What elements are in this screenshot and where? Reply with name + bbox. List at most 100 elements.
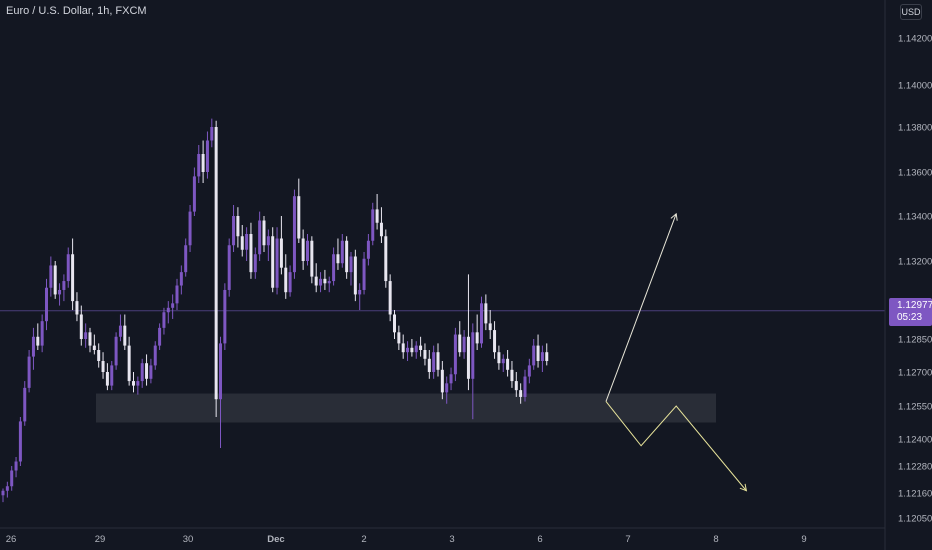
candle[interactable] <box>323 269 327 290</box>
candle[interactable] <box>345 236 349 279</box>
candle[interactable] <box>384 229 388 288</box>
candle[interactable] <box>540 345 544 372</box>
candle[interactable] <box>75 292 79 322</box>
candle[interactable] <box>36 323 40 350</box>
candle[interactable] <box>136 376 140 395</box>
candle[interactable] <box>427 350 431 379</box>
candle[interactable] <box>379 207 383 243</box>
candle[interactable] <box>266 229 270 262</box>
candle[interactable] <box>514 372 518 397</box>
candle[interactable] <box>349 252 353 286</box>
candle[interactable] <box>358 283 362 311</box>
candle[interactable] <box>371 202 375 246</box>
candle[interactable] <box>484 294 488 331</box>
candle[interactable] <box>279 216 283 275</box>
projection-layer[interactable] <box>605 212 748 492</box>
candle[interactable] <box>79 305 83 346</box>
candle[interactable] <box>262 216 266 252</box>
candle[interactable] <box>527 358 531 384</box>
candle[interactable] <box>84 323 88 348</box>
candle[interactable] <box>497 345 501 370</box>
candle[interactable] <box>519 383 523 404</box>
candle[interactable] <box>336 238 340 270</box>
candles[interactable] <box>1 118 549 503</box>
candle[interactable] <box>171 294 175 319</box>
candle[interactable] <box>506 350 510 377</box>
candle[interactable] <box>132 372 135 393</box>
candle[interactable] <box>118 314 122 342</box>
candle[interactable] <box>271 227 275 293</box>
candle[interactable] <box>188 205 192 252</box>
candle[interactable] <box>105 363 109 391</box>
candle[interactable] <box>284 254 288 299</box>
candle[interactable] <box>31 327 35 370</box>
candle[interactable] <box>92 334 96 355</box>
candle[interactable] <box>184 238 188 277</box>
candle[interactable] <box>227 238 231 297</box>
candle[interactable] <box>179 265 183 295</box>
candle[interactable] <box>493 321 497 359</box>
candle[interactable] <box>310 236 314 284</box>
candle[interactable] <box>445 376 449 404</box>
candle[interactable] <box>249 222 253 279</box>
candle[interactable] <box>480 296 483 348</box>
candle[interactable] <box>192 167 196 217</box>
candle[interactable] <box>58 283 62 306</box>
candle[interactable] <box>197 145 201 183</box>
candle[interactable] <box>453 327 457 382</box>
candle[interactable] <box>175 278 179 311</box>
candle[interactable] <box>332 247 336 286</box>
candle[interactable] <box>23 381 27 426</box>
candle[interactable] <box>5 481 9 498</box>
candle[interactable] <box>123 314 127 350</box>
candle[interactable] <box>88 327 92 353</box>
time-axis[interactable]: 26 29 30 Dec 2 3 6 7 8 9 <box>0 527 885 545</box>
candle[interactable] <box>410 339 414 357</box>
candle[interactable] <box>219 336 222 448</box>
candle[interactable] <box>397 325 401 350</box>
candle[interactable] <box>393 310 396 339</box>
candle[interactable] <box>401 334 405 359</box>
candle[interactable] <box>258 211 262 261</box>
candle[interactable] <box>114 332 118 370</box>
candle[interactable] <box>536 334 540 368</box>
candle[interactable] <box>440 361 444 400</box>
candle[interactable] <box>153 341 157 370</box>
candle[interactable] <box>353 249 357 302</box>
candle[interactable] <box>423 343 427 366</box>
candle[interactable] <box>462 330 466 359</box>
candle[interactable] <box>71 238 75 311</box>
candle[interactable] <box>532 339 536 370</box>
candle[interactable] <box>1 488 5 503</box>
price-axis[interactable]: 1.14200 1.14000 1.13800 1.13600 1.13400 1.132… <box>884 0 932 550</box>
candle[interactable] <box>388 274 392 322</box>
candle[interactable] <box>297 178 301 243</box>
candle[interactable] <box>62 274 66 302</box>
candle[interactable] <box>292 189 296 279</box>
candle[interactable] <box>101 352 105 379</box>
candle[interactable] <box>327 276 331 293</box>
candle[interactable] <box>458 321 462 357</box>
candle[interactable] <box>127 336 131 386</box>
candle[interactable] <box>366 234 370 266</box>
candle[interactable] <box>10 466 14 491</box>
candle[interactable] <box>449 367 453 391</box>
candle[interactable] <box>488 310 492 339</box>
candle[interactable] <box>523 369 527 402</box>
candle[interactable] <box>314 263 318 293</box>
candle[interactable] <box>201 140 205 184</box>
candle[interactable] <box>414 341 418 359</box>
candle[interactable] <box>466 274 470 391</box>
symbol-title[interactable]: Euro / U.S. Dollar, 1h, FXCM <box>6 5 147 17</box>
candle[interactable] <box>158 323 162 350</box>
candle[interactable] <box>501 354 505 372</box>
candle[interactable] <box>210 118 214 148</box>
candle[interactable] <box>306 234 309 266</box>
candle[interactable] <box>110 361 114 391</box>
candle[interactable] <box>27 350 31 393</box>
candle[interactable] <box>214 120 218 417</box>
candle[interactable] <box>166 301 170 324</box>
candle[interactable] <box>149 358 153 384</box>
candle[interactable] <box>162 307 166 335</box>
